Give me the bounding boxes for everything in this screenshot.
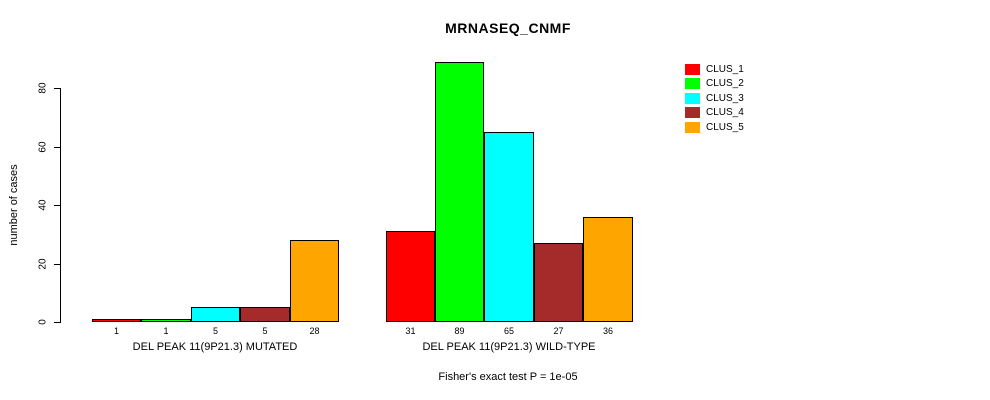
legend-row: CLUS_5 <box>685 120 744 135</box>
bar-clus_1-group1 <box>92 319 141 322</box>
legend-swatch-clus_2 <box>685 78 700 90</box>
legend-row: CLUS_4 <box>685 106 744 121</box>
chart-title: MRNASEQ_CNMF <box>445 20 571 36</box>
legend-row: CLUS_1 <box>685 62 744 77</box>
bar-value-label: 1 <box>163 326 169 336</box>
y-tick-mark <box>54 205 61 206</box>
bar-clus_3-group1 <box>191 307 240 322</box>
legend-swatch-clus_1 <box>685 63 700 75</box>
bar-clus_2-group1 <box>141 319 191 322</box>
bar-value-label: 28 <box>309 326 320 336</box>
legend-label: CLUS_5 <box>706 121 744 133</box>
bar-value-label: 27 <box>553 326 564 336</box>
legend-swatch-clus_3 <box>685 92 700 104</box>
y-tick-mark <box>54 88 61 89</box>
bar-clus_4-group2 <box>534 243 583 322</box>
y-tick-mark <box>54 147 61 148</box>
group-label-mutated: DEL PEAK 11(9P21.3) MUTATED <box>132 341 298 353</box>
y-tick-label: 0 <box>37 319 49 325</box>
bar-value-label: 36 <box>602 326 613 336</box>
bar-value-label: 5 <box>262 326 268 336</box>
bar-clus_2-group2 <box>435 62 484 322</box>
bar-clus_1-group2 <box>386 231 435 322</box>
legend-label: CLUS_1 <box>706 63 744 75</box>
legend-row: CLUS_2 <box>685 77 744 92</box>
bar-value-label: 5 <box>212 326 218 336</box>
bar-clus_5-group2 <box>583 217 633 322</box>
legend-swatch-clus_5 <box>685 121 700 133</box>
fisher-test-note: Fisher's exact test P = 1e-05 <box>438 371 578 383</box>
y-axis-label: number of cases <box>8 164 20 246</box>
legend-label: CLUS_2 <box>706 78 744 90</box>
bar-clus_4-group1 <box>240 307 290 322</box>
bar-value-label: 89 <box>454 326 465 336</box>
y-tick-label: 20 <box>37 258 49 270</box>
legend-row: CLUS_3 <box>685 91 744 106</box>
y-tick-label: 80 <box>37 82 49 94</box>
y-tick-label: 60 <box>37 141 49 153</box>
y-tick-mark <box>54 322 61 323</box>
y-tick-label: 40 <box>37 199 49 211</box>
bar-clus_3-group2 <box>484 132 534 322</box>
group-label-wildtype: DEL PEAK 11(9P21.3) WILD-TYPE <box>422 341 596 353</box>
legend: CLUS_1 CLUS_2 CLUS_3 CLUS_4 CLUS_5 <box>685 62 744 135</box>
legend-label: CLUS_3 <box>706 92 744 104</box>
legend-label: CLUS_4 <box>706 107 744 119</box>
legend-swatch-clus_4 <box>685 107 700 119</box>
bar-value-label: 65 <box>503 326 514 336</box>
bar-value-label: 31 <box>405 326 416 336</box>
bar-clus_5-group1 <box>290 240 339 322</box>
bar-value-label: 1 <box>113 326 119 336</box>
y-tick-mark <box>54 264 61 265</box>
